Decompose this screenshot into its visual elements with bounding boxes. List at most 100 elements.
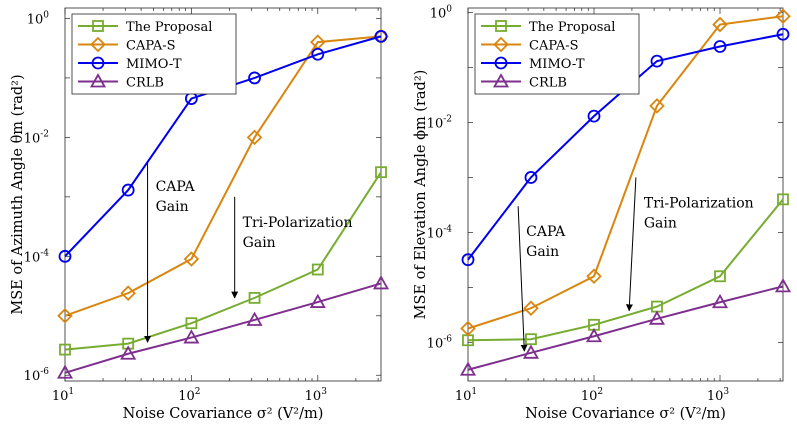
diamond-marker (775, 8, 791, 25)
triangle-marker (585, 327, 603, 343)
diamond-marker (183, 251, 200, 267)
x-tick-label: 102 (178, 387, 200, 404)
series-line (64, 35, 382, 317)
circle-marker (248, 71, 261, 85)
square-marker (525, 333, 537, 346)
circle-marker (58, 249, 72, 263)
x-tick-label: 101 (52, 387, 74, 404)
triangle-marker (56, 364, 74, 379)
series-crlb (459, 278, 792, 376)
plot-area-frame (64, 7, 382, 382)
diamond-marker (523, 300, 539, 317)
y-tick-label: 100 (27, 10, 50, 27)
diamond-marker (460, 320, 476, 337)
series-line (467, 285, 784, 371)
x-tick-label: 103 (305, 387, 328, 404)
y-axis-label: MSE of Elevation Angle ϕm (rad²) (413, 70, 429, 320)
annotation-text: Gain (156, 199, 189, 215)
y-tick-label: 10-4 (427, 224, 453, 241)
diamond-marker (712, 16, 728, 33)
legend-square-icon (495, 20, 507, 32)
annotation-text: CAPA (526, 224, 566, 240)
x-tick-label: 102 (581, 387, 603, 404)
series-the-proposal (59, 166, 387, 356)
y-tick-label: 10-2 (24, 129, 49, 146)
legend-circle-icon (91, 56, 105, 70)
series-line (467, 198, 784, 342)
circle-marker (650, 54, 664, 68)
triangle-marker (522, 344, 540, 359)
chart-panel-1: 101 102 103 10-6 10-4 10-2 100 Noise Covariance… (10, 7, 390, 422)
triangle-marker (120, 345, 137, 360)
legend-diamond-icon (90, 36, 106, 53)
triangle-marker (183, 329, 200, 344)
x-tick-label: 101 (455, 387, 477, 404)
circle-marker (121, 183, 135, 197)
y-axis-label: MSE of Azimuth Angle θm (rad²) (10, 74, 26, 314)
series-line (64, 282, 382, 374)
annotation-2: Tri-Polarization Gain (231, 196, 353, 299)
series-line (467, 15, 784, 330)
annotation-text: Tri-Polarization (644, 195, 754, 211)
circle-marker (524, 171, 538, 184)
circle-marker (311, 47, 325, 61)
diamond-marker (649, 98, 665, 114)
triangle-marker (372, 275, 390, 290)
x-axis-label: Noise Covariance σ² (V²/m) (525, 406, 726, 422)
annotation-text: Gain (526, 244, 559, 260)
circle-marker (587, 109, 601, 123)
series-crlb (56, 275, 390, 379)
legend: The Proposal CAPA-S MIMO-T CRLB (71, 13, 237, 95)
x-axis-label: Noise Covariance σ² (V²/m) (123, 406, 324, 422)
square-marker (185, 317, 198, 330)
annotation-text: CAPA (156, 179, 196, 195)
y-tick-label: 10-2 (427, 114, 452, 131)
legend-label: The Proposal (126, 20, 212, 35)
legend-label: CAPA-S (529, 39, 579, 54)
legend: The Proposal CAPA-S MIMO-T CRLB (474, 13, 640, 95)
square-marker (375, 166, 387, 179)
circle-marker (461, 253, 475, 267)
y-tick-label: 10-6 (427, 335, 453, 352)
legend-diamond-icon (493, 36, 509, 53)
triangle-marker (309, 293, 326, 308)
annotation-text: Gain (243, 235, 276, 251)
diamond-marker (57, 308, 73, 324)
triangle-marker (648, 310, 666, 325)
legend-triangle-icon (89, 73, 107, 88)
legend-label: CRLB (529, 76, 567, 91)
square-marker (59, 343, 71, 356)
legend-label: The Proposal (529, 20, 615, 35)
annotation-text: Gain (644, 215, 677, 231)
series-the-proposal (462, 193, 789, 347)
y-tick-label: 10-4 (24, 248, 50, 265)
legend-label: MIMO-T (126, 57, 182, 72)
y-tick-label: 100 (430, 4, 453, 21)
annotation-arrow (625, 177, 637, 312)
triangle-marker (459, 361, 477, 376)
legend-label: CAPA-S (126, 39, 176, 54)
legend-square-icon (92, 20, 104, 32)
square-marker (248, 291, 261, 304)
square-marker (714, 270, 726, 283)
circle-marker (713, 40, 727, 53)
legend-circle-icon (494, 56, 508, 70)
legend-triangle-icon (492, 73, 510, 88)
diamond-marker (120, 285, 136, 301)
annotation-text: Tri-Polarization (243, 215, 353, 231)
x-tick-label: 103 (707, 387, 730, 404)
triangle-marker (246, 311, 263, 326)
circle-marker (374, 29, 388, 43)
annotation-2: Tri-Polarization Gain (625, 177, 754, 312)
circle-marker (776, 27, 790, 41)
annotation-1: CAPA Gain (517, 206, 566, 352)
y-tick-label: 10-6 (24, 367, 50, 384)
triangle-marker (711, 293, 729, 309)
square-marker (777, 193, 789, 206)
series-capa-s (460, 8, 791, 337)
diamond-marker (586, 268, 602, 285)
series-line (64, 171, 382, 351)
chart-panel-2: 101 102 103 10-6 10-4 10-2 100 Noise Covariance… (413, 4, 792, 422)
triangle-marker (774, 278, 792, 293)
